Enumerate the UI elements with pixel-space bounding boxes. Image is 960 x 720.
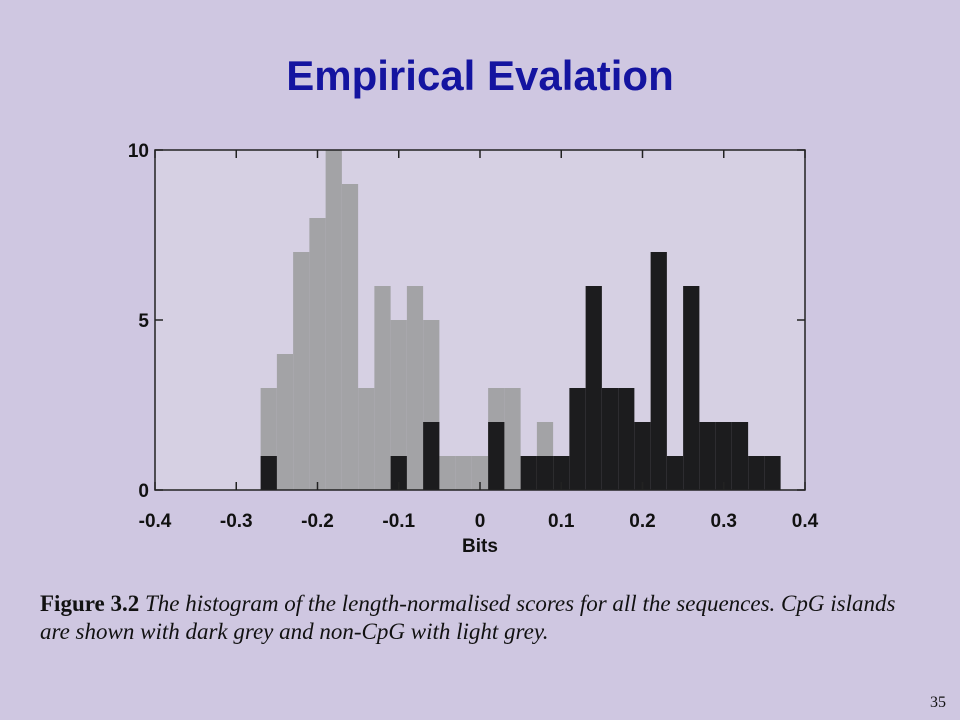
- histogram-bar: [358, 388, 375, 490]
- histogram-bar: [601, 388, 619, 490]
- x-tick-label: -0.4: [139, 511, 172, 532]
- histogram-bar: [341, 184, 359, 490]
- histogram-bar: [293, 252, 310, 490]
- histogram-bar: [455, 456, 472, 490]
- y-tick-label: 10: [128, 141, 149, 162]
- histogram-bar: [748, 456, 765, 490]
- histogram-bar: [650, 252, 667, 490]
- page-number: 35: [930, 694, 946, 711]
- y-tick-label: 5: [138, 311, 149, 332]
- histogram-bar: [423, 422, 440, 490]
- histogram-bar: [488, 422, 505, 490]
- histogram-bar: [715, 422, 732, 490]
- x-tick-label: 0: [475, 511, 486, 532]
- histogram-bar: [520, 456, 537, 490]
- caption-text: The histogram of the length-normalised s…: [40, 591, 896, 644]
- x-tick-label: -0.2: [301, 511, 334, 532]
- histogram-bar: [618, 388, 635, 490]
- histogram-bar: [374, 286, 391, 490]
- chart: 0 5 10 -0.4 -0.3 -0.2 -0.1 0 0.1 0.2 0.3 0.4 Bits: [128, 141, 819, 557]
- histogram-bar: [390, 456, 407, 490]
- histogram-bar: [731, 422, 749, 490]
- histogram-bar: [764, 456, 781, 490]
- slide-title: Empirical Evalation: [286, 52, 674, 99]
- histogram-bar: [683, 286, 700, 490]
- histogram-bar: [666, 456, 684, 490]
- histogram-bar: [504, 388, 521, 490]
- histogram-bar: [439, 456, 456, 490]
- y-tick-label: 0: [138, 481, 149, 502]
- histogram-bar: [276, 354, 294, 490]
- x-tick-label: -0.1: [382, 511, 415, 532]
- x-tick-label: 0.2: [629, 511, 655, 532]
- x-tick-label: 0.4: [792, 511, 819, 532]
- histogram-bar: [699, 422, 716, 490]
- histogram-bar: [634, 422, 651, 490]
- histogram-bar: [553, 456, 570, 490]
- histogram-bar: [569, 388, 586, 490]
- histogram-bar: [585, 286, 602, 490]
- x-tick-label: -0.3: [220, 511, 253, 532]
- x-tick-label: 0.1: [548, 511, 575, 532]
- histogram-bar: [260, 456, 277, 490]
- x-axis-label: Bits: [462, 536, 498, 557]
- histogram-bar: [309, 218, 326, 490]
- histogram-bar: [390, 320, 407, 490]
- histogram-bar: [325, 150, 342, 490]
- histogram-bar: [471, 456, 489, 490]
- histogram-bar: [406, 286, 424, 490]
- histogram-bar: [536, 456, 554, 490]
- x-tick-label: 0.3: [711, 511, 737, 532]
- caption-label: Figure 3.2: [40, 591, 140, 616]
- caption: Figure 3.2 The histogram of the length-n…: [40, 590, 920, 646]
